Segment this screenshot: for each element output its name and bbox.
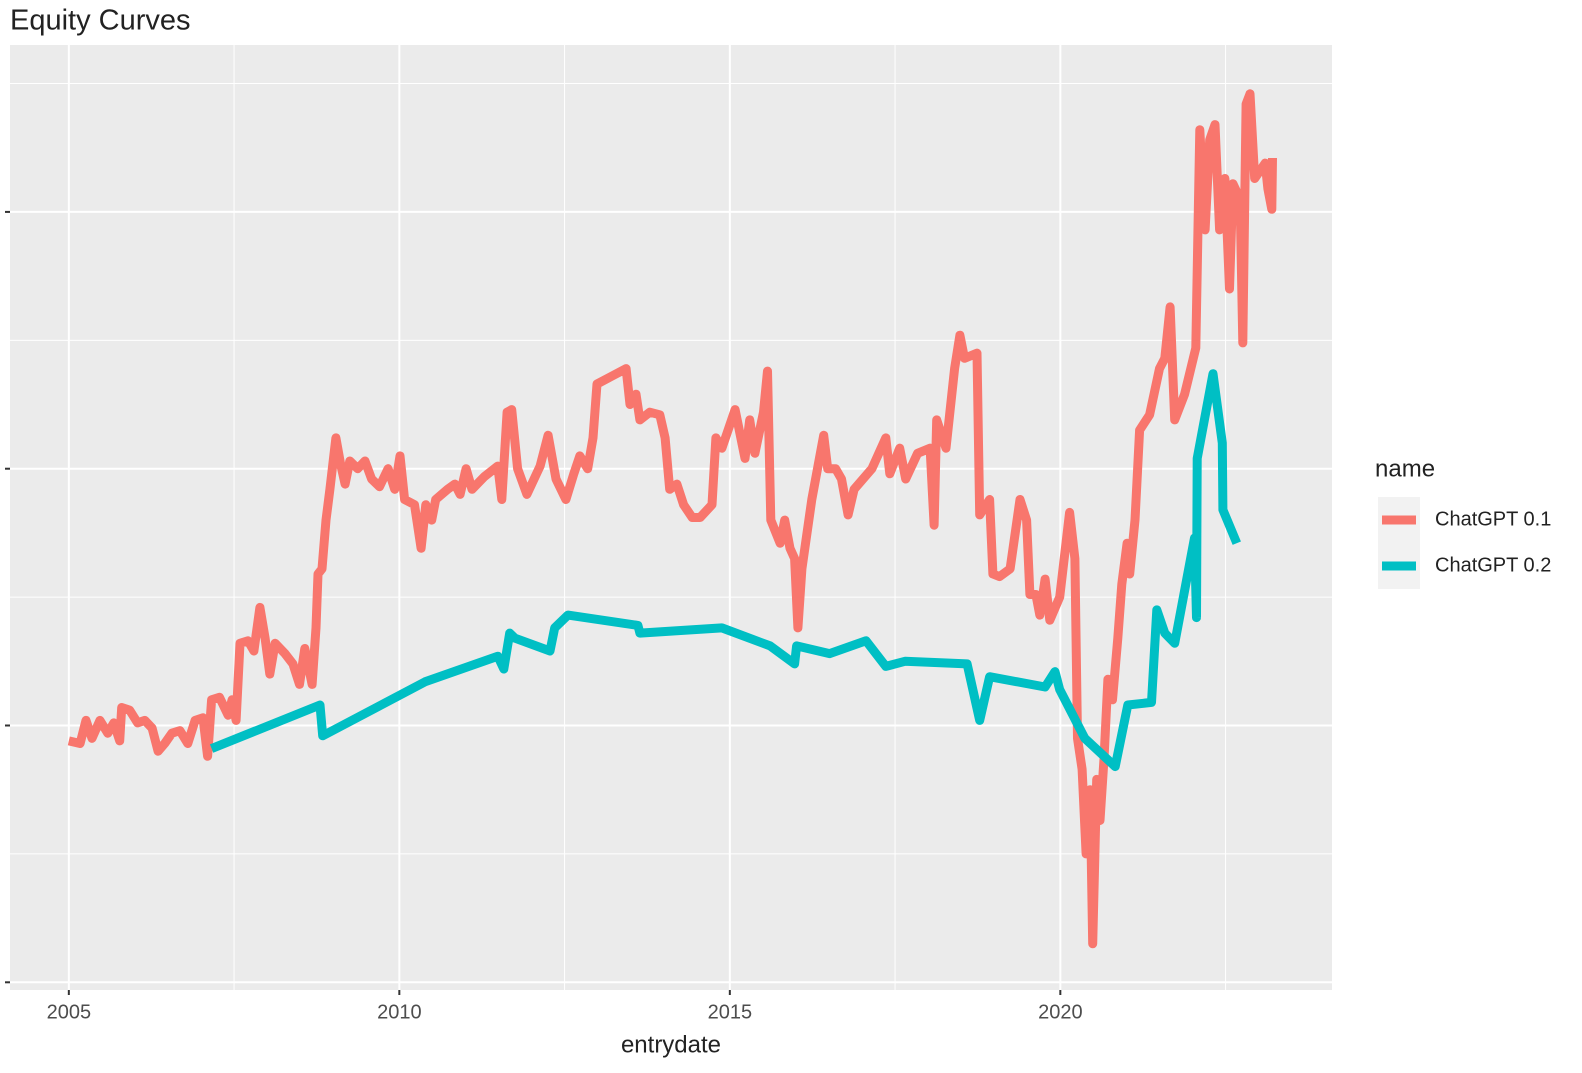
plot-panel — [10, 45, 1332, 990]
series-line — [209, 369, 1241, 772]
chart-title: Equity Curves — [10, 5, 191, 37]
x-axis-label: entrydate — [621, 1031, 721, 1058]
x-tick-label: 2015 — [708, 1001, 753, 1023]
x-tick-label: 2005 — [47, 1001, 92, 1023]
legend-label: ChatGPT 0.2 — [1435, 554, 1551, 576]
legend-label: ChatGPT 0.1 — [1435, 508, 1551, 530]
x-tick-label: 2020 — [1038, 1001, 1083, 1023]
legend-title: name — [1375, 455, 1435, 482]
x-tick-label: 2010 — [377, 1001, 422, 1023]
series-line — [67, 89, 1277, 949]
